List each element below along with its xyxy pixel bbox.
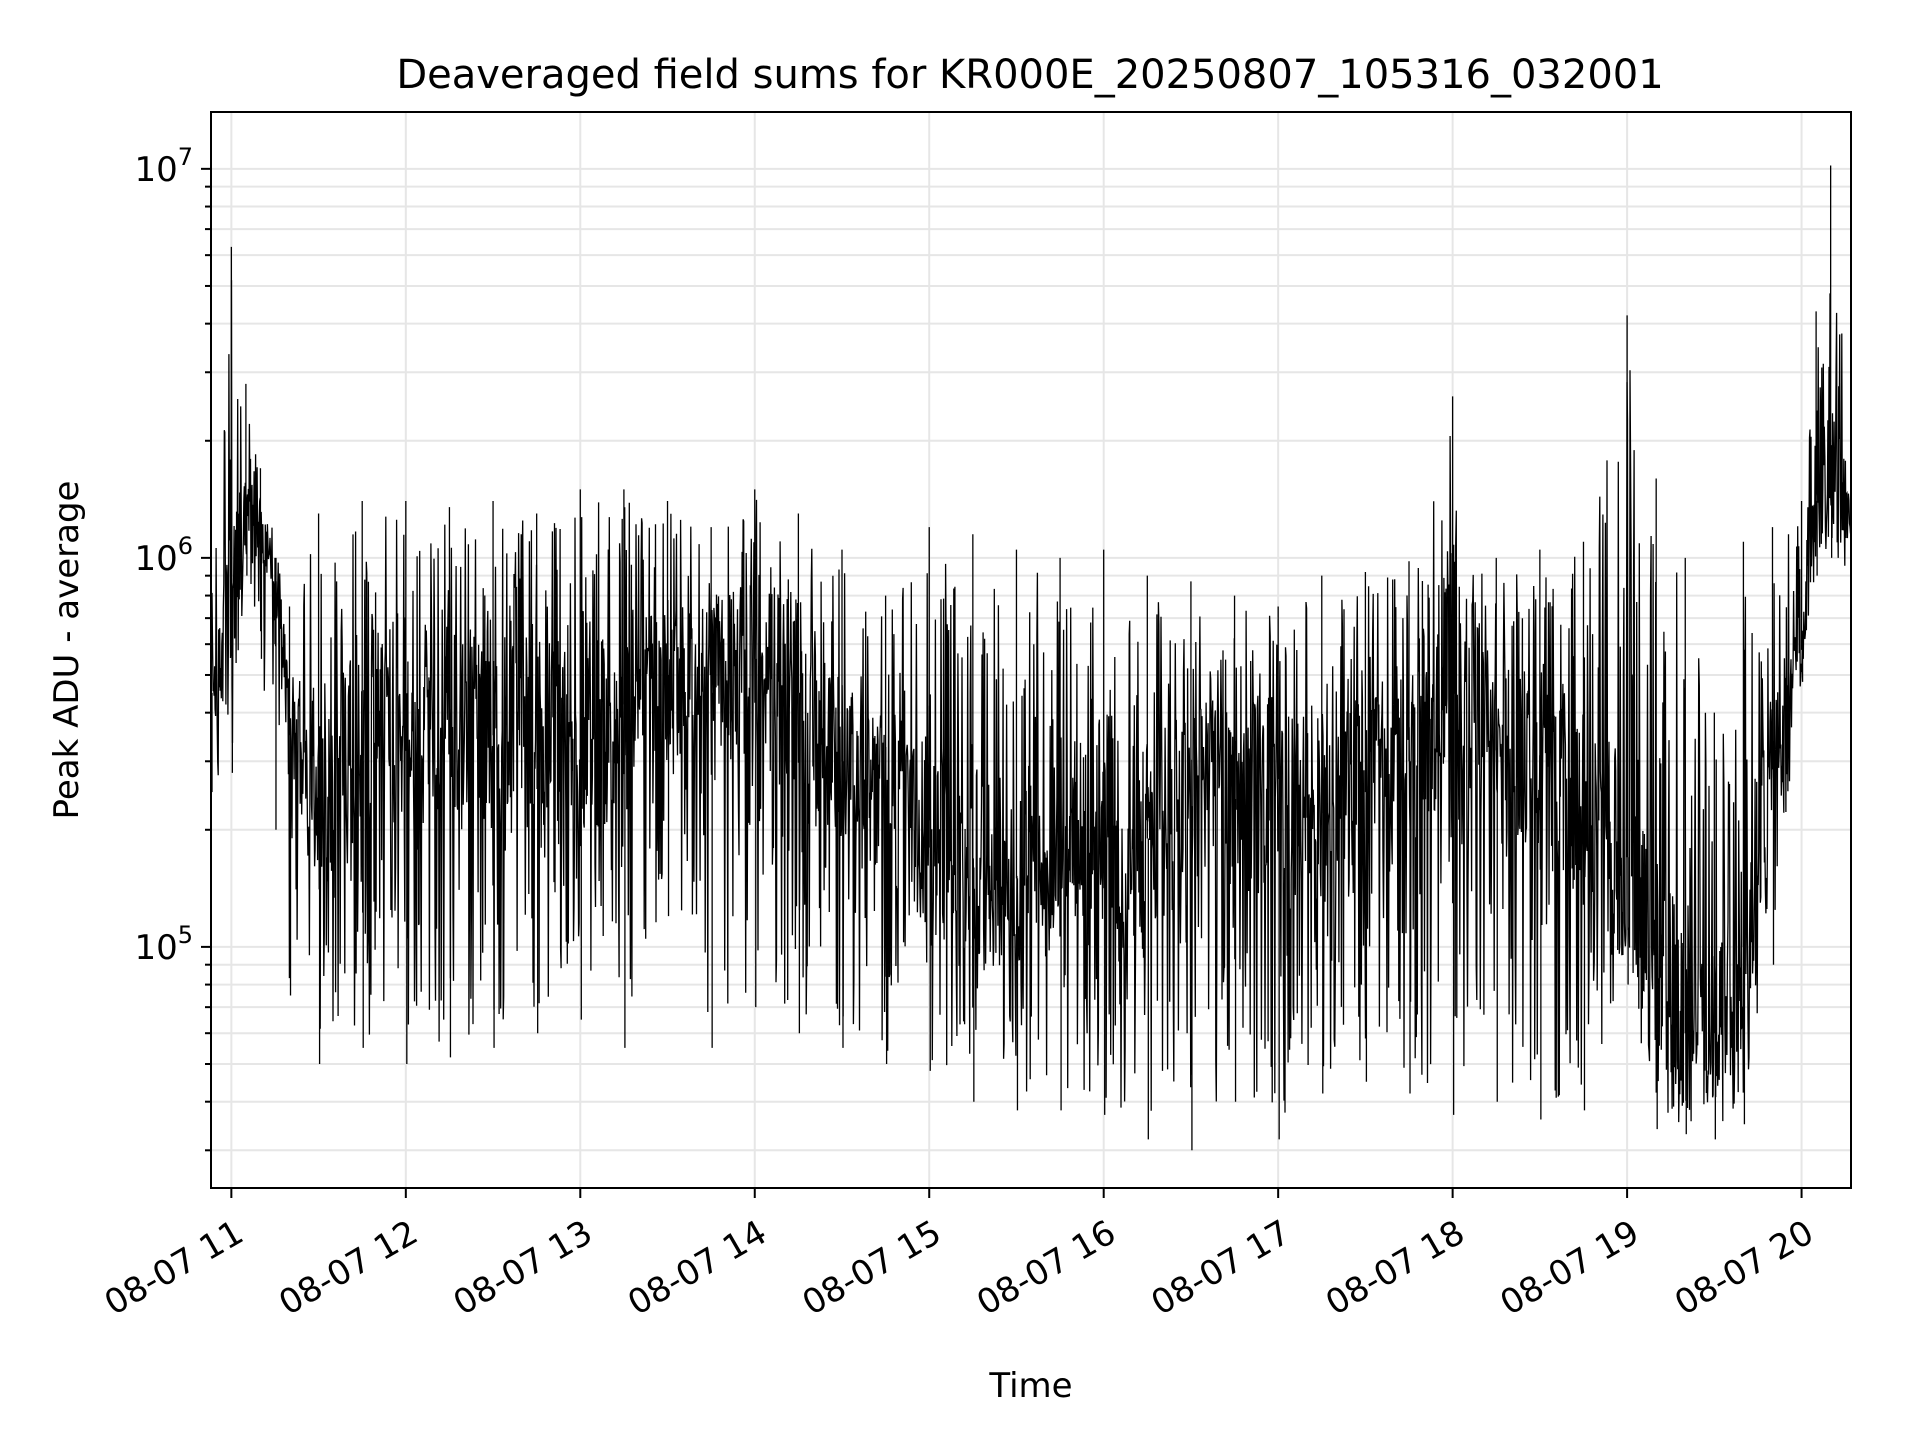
- x-axis-label: Time: [988, 1366, 1072, 1406]
- y-axis-label: Peak ADU - average: [47, 481, 87, 820]
- x-tick-label: 08-07 16: [970, 1213, 1122, 1324]
- y-axis: 105 106 107: [134, 143, 211, 1152]
- x-tick-label: 08-07 19: [1494, 1213, 1646, 1324]
- data-series-line: [211, 280, 1851, 1123]
- chart-title: Deaveraged field sums for KR000E_2025080…: [396, 52, 1663, 98]
- x-tick-label: 08-07 17: [1145, 1213, 1297, 1324]
- x-tick-label: 08-07 14: [621, 1213, 773, 1324]
- plot-data-area: [211, 165, 1851, 1151]
- x-tick-label: 08-07 15: [796, 1213, 948, 1324]
- y-tick-label: 107: [134, 143, 193, 190]
- x-tick-label: 08-07 12: [272, 1213, 424, 1324]
- x-tick-label: 08-07 18: [1319, 1213, 1471, 1324]
- x-tick-label: 08-07 11: [98, 1213, 250, 1324]
- plot-frame: [210, 111, 1852, 1189]
- x-tick-label: 08-07 13: [447, 1213, 599, 1324]
- y-tick-label: 106: [134, 532, 193, 579]
- x-tick-label: 08-07 20: [1668, 1213, 1820, 1324]
- y-tick-label: 105: [134, 921, 193, 968]
- x-axis: 08-07 11 08-07 12 08-07 13 08-07 14 08-07 15…: [98, 1188, 1820, 1324]
